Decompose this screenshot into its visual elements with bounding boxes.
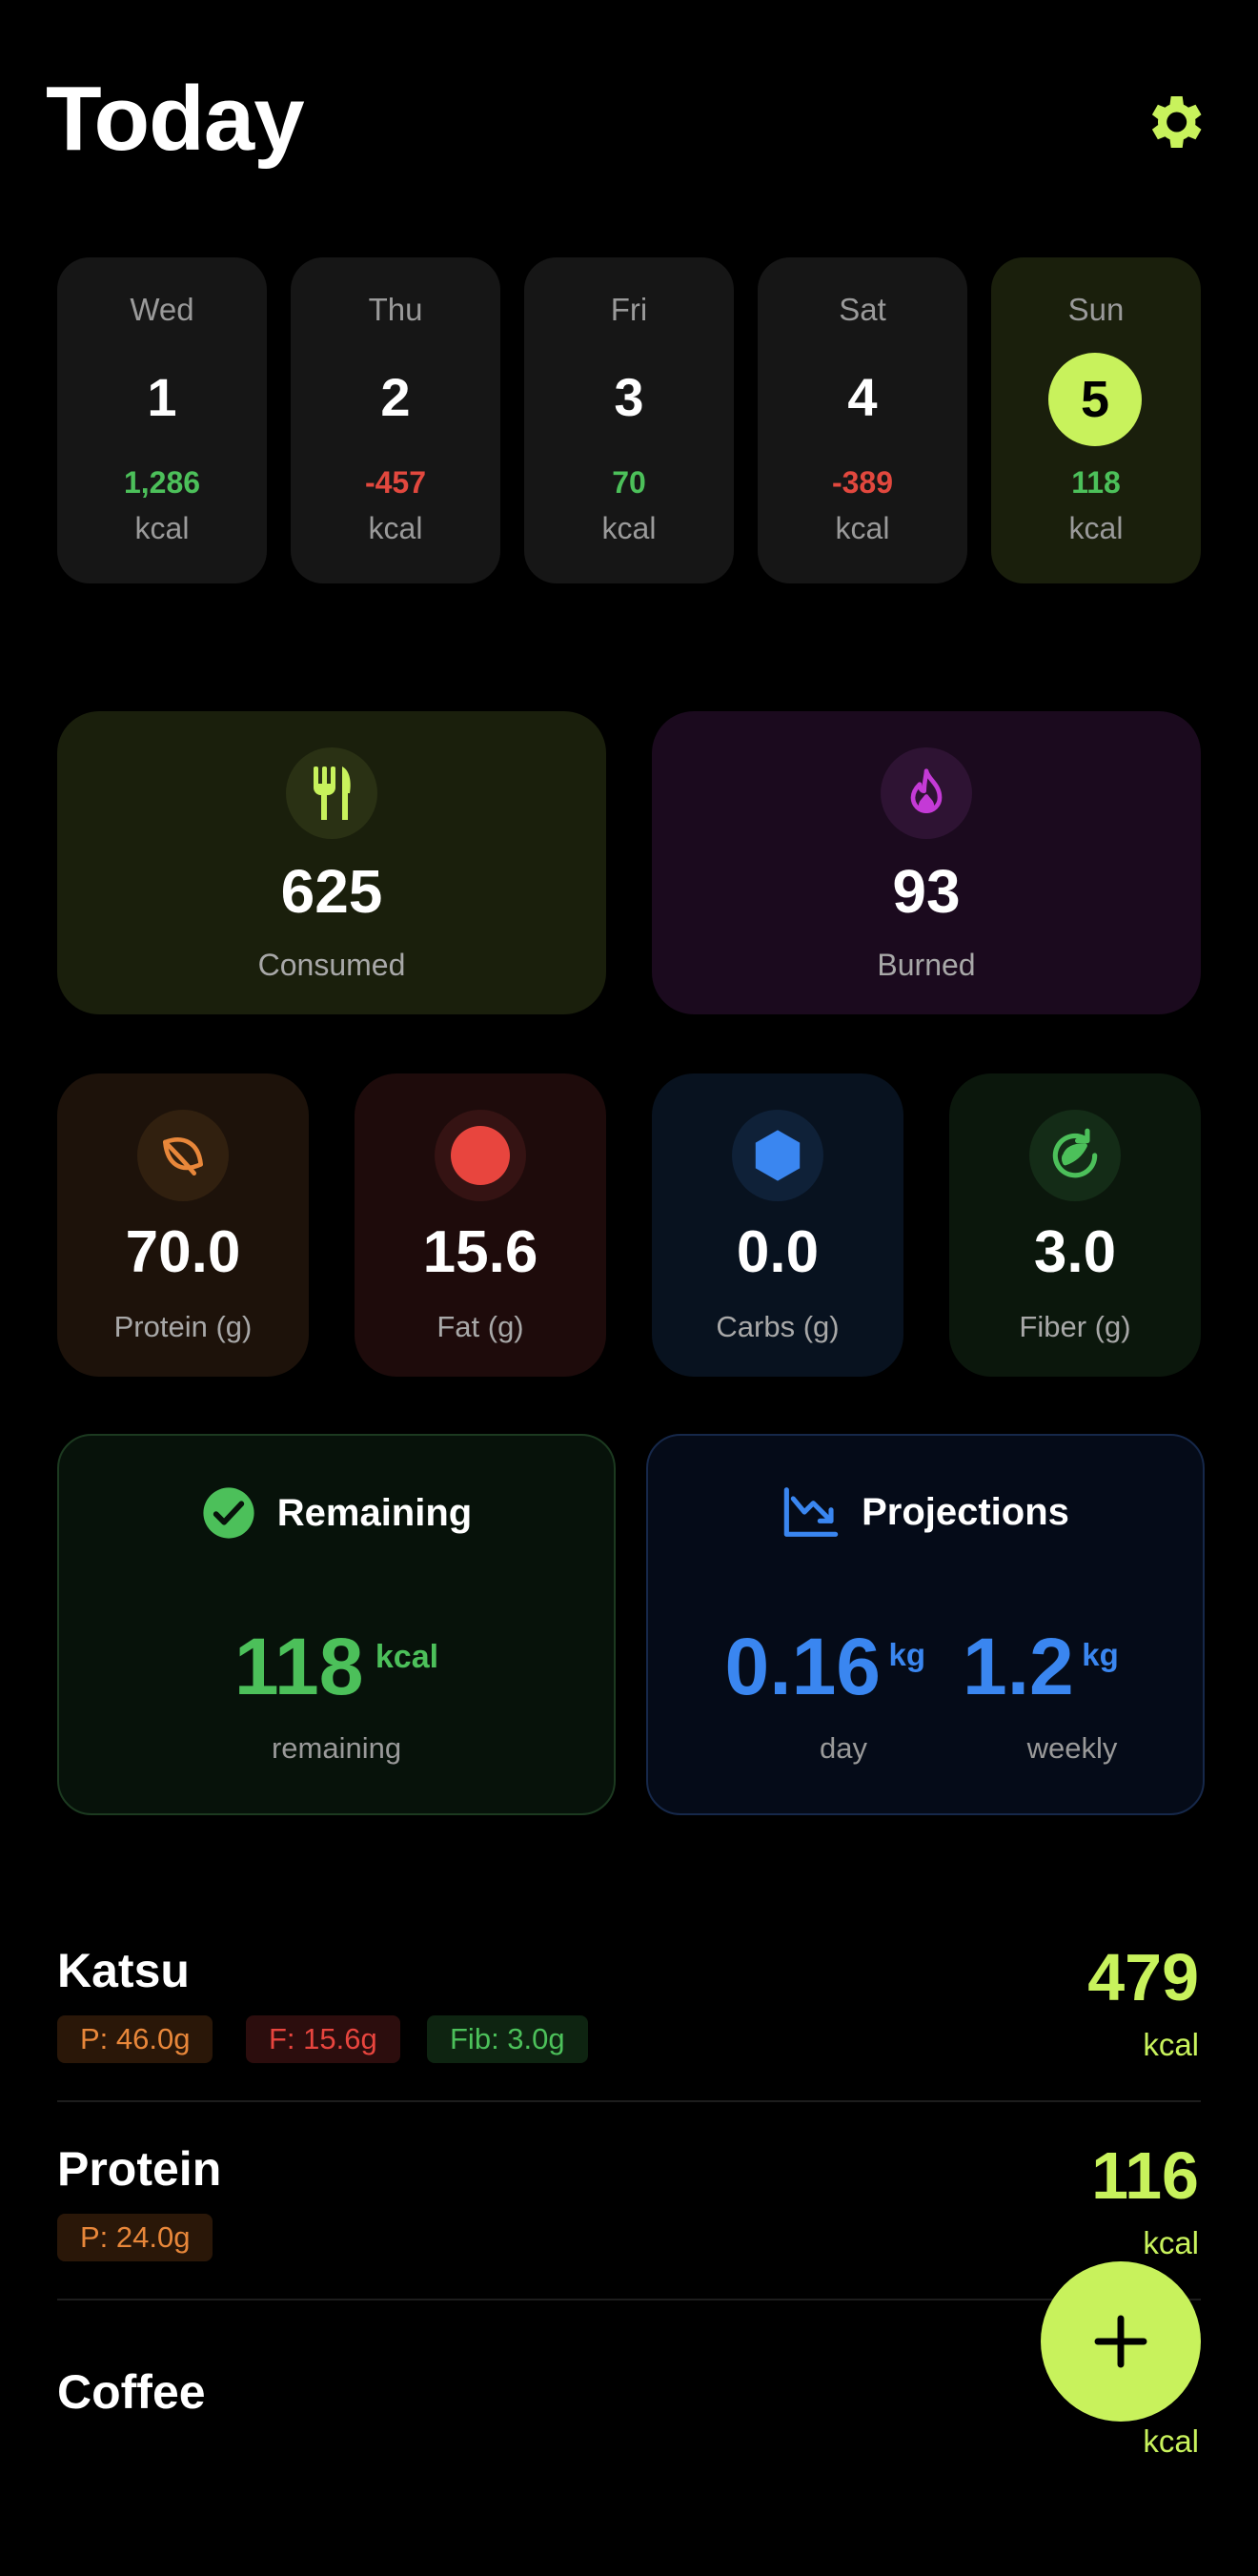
protein-value: 70.0 <box>125 1219 241 1285</box>
hexagon-icon <box>732 1110 823 1201</box>
day-unit: kcal <box>835 511 890 545</box>
day-unit: kcal <box>368 511 423 545</box>
projection-week-unit: kg <box>1082 1637 1119 1672</box>
day-card-sun[interactable]: Sun 5 118 kcal <box>991 257 1201 583</box>
remaining-value: 118 <box>233 1622 364 1711</box>
protein-chip: P: 46.0g <box>57 2015 213 2063</box>
day-card-thu[interactable]: Thu 2 -457 kcal <box>291 257 500 583</box>
flame-icon <box>881 747 972 839</box>
day-balance: 118 <box>1071 465 1121 500</box>
divider <box>57 2100 1201 2102</box>
day-name: Sun <box>1067 292 1125 327</box>
fiber-chip: Fib: 3.0g <box>427 2015 588 2063</box>
day-balance: 1,286 <box>123 465 201 500</box>
day-number: 3 <box>614 367 644 427</box>
day-name: Thu <box>368 292 423 327</box>
day-name: Wed <box>130 292 194 327</box>
projection-week-value: 1.2 <box>963 1622 1074 1711</box>
fat-tile[interactable]: 15.6 Fat (g) <box>355 1073 606 1377</box>
trend-down-chart-icon <box>783 1487 839 1537</box>
projection-day-caption: day <box>820 1731 867 1765</box>
day-number: 2 <box>380 367 411 427</box>
day-balance: -457 <box>364 465 427 500</box>
fork-knife-icon <box>286 747 377 839</box>
fiber-label: Fiber (g) <box>1019 1310 1131 1343</box>
projections-title: Projections <box>862 1490 1069 1533</box>
remaining-unit: kcal <box>375 1639 439 1675</box>
food-kcal: 479 <box>1087 1940 1199 2014</box>
day-name: Sat <box>839 292 886 327</box>
divider <box>57 2299 1201 2300</box>
day-unit: kcal <box>601 511 657 545</box>
food-item-katsu[interactable]: Katsu P: 46.0g F: 15.6g Fib: 3.0g 479 kc… <box>0 1926 1258 2097</box>
carbs-tile[interactable]: 0.0 Carbs (g) <box>652 1073 903 1377</box>
day-number-selected: 5 <box>1048 353 1142 446</box>
carbs-label: Carbs (g) <box>716 1310 840 1343</box>
day-unit: kcal <box>134 511 190 545</box>
burned-tile[interactable]: 93 Burned <box>652 711 1201 1014</box>
protein-chip: P: 24.0g <box>57 2214 213 2261</box>
projection-day-unit: kg <box>888 1637 925 1672</box>
day-card-sat[interactable]: Sat 4 -389 kcal <box>758 257 967 583</box>
projection-week-caption: weekly <box>1026 1731 1118 1765</box>
fat-label: Fat (g) <box>436 1310 524 1343</box>
gear-icon[interactable] <box>1140 88 1208 156</box>
remaining-title: Remaining <box>276 1491 473 1534</box>
consumed-value: 625 <box>280 857 383 926</box>
carbs-value: 0.0 <box>736 1219 820 1285</box>
consumed-tile[interactable]: 625 Consumed <box>57 711 606 1014</box>
food-name: Coffee <box>57 2365 206 2419</box>
projections-card[interactable]: Projections 0.16 kg 1.2 kg day weekly <box>646 1434 1205 1815</box>
fat-value: 15.6 <box>422 1219 538 1285</box>
food-item-protein[interactable]: Protein P: 24.0g 116 kcal <box>0 2124 1258 2296</box>
day-name: Fri <box>610 292 648 327</box>
fiber-tile[interactable]: 3.0 Fiber (g) <box>949 1073 1201 1377</box>
burned-label: Burned <box>877 948 976 982</box>
day-unit: kcal <box>1068 511 1124 545</box>
protein-label: Protein (g) <box>113 1310 253 1343</box>
day-card-fri[interactable]: Fri 3 70 kcal <box>524 257 734 583</box>
fat-chip: F: 15.6g <box>246 2015 400 2063</box>
remaining-caption: remaining <box>271 1731 402 1765</box>
consumed-label: Consumed <box>257 948 406 982</box>
burned-value: 93 <box>892 857 961 926</box>
food-kcal: 116 <box>1091 2138 1199 2213</box>
day-balance: -389 <box>831 465 894 500</box>
food-item-coffee[interactable]: Coffee kcal <box>0 2322 1258 2494</box>
page-title: Today <box>46 68 305 170</box>
food-kcal-unit: kcal <box>1143 2225 1199 2260</box>
remaining-card[interactable]: Remaining 118 kcal remaining <box>57 1434 616 1815</box>
food-name: Katsu <box>57 1944 190 1997</box>
food-kcal-unit: kcal <box>1143 2027 1199 2062</box>
protein-tile[interactable]: 70.0 Protein (g) <box>57 1073 309 1377</box>
plus-icon <box>1094 2315 1147 2368</box>
day-number: 1 <box>147 367 177 427</box>
projection-day-value: 0.16 <box>724 1622 882 1711</box>
leaf-icon <box>137 1110 229 1201</box>
food-name: Protein <box>57 2142 222 2196</box>
add-food-button[interactable] <box>1041 2261 1201 2422</box>
check-circle-icon <box>203 1487 254 1539</box>
day-number: 4 <box>847 367 878 427</box>
recycle-leaf-icon <box>1029 1110 1121 1201</box>
day-balance: 70 <box>612 465 646 500</box>
food-kcal-unit: kcal <box>1143 2423 1199 2459</box>
fiber-value: 3.0 <box>1033 1219 1117 1285</box>
dot-icon <box>435 1110 526 1201</box>
day-card-wed[interactable]: Wed 1 1,286 kcal <box>57 257 267 583</box>
